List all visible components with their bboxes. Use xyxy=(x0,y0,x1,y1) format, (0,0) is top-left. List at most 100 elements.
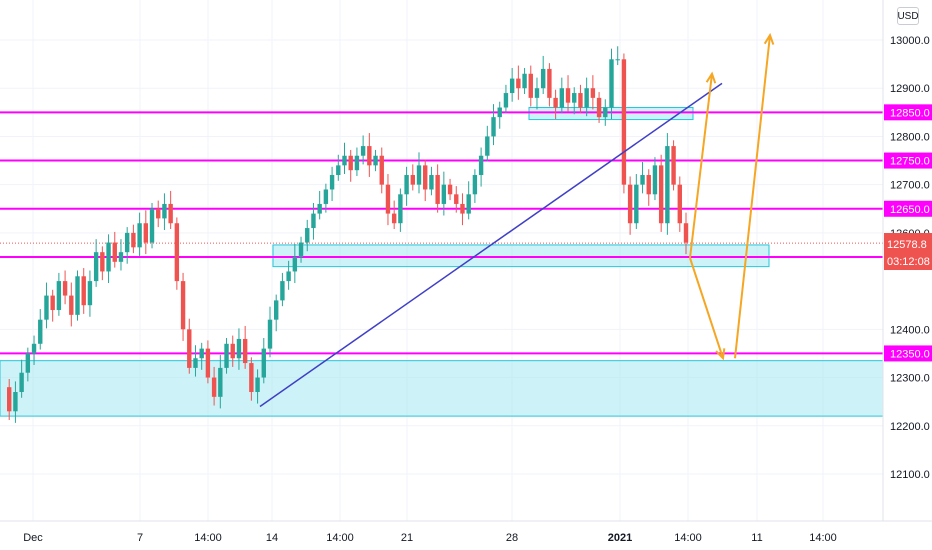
candle-body xyxy=(218,367,223,397)
arrow-head xyxy=(715,348,726,361)
time-tick: 7 xyxy=(137,532,143,544)
candle-body xyxy=(180,281,186,330)
candle-body xyxy=(559,88,565,108)
candle-body xyxy=(342,155,347,166)
projection-arrow xyxy=(734,35,771,359)
level-label: 12350.0 xyxy=(890,348,930,360)
candle-body xyxy=(503,93,509,108)
price-tick: 12400.0 xyxy=(890,324,930,336)
candle-body xyxy=(106,242,111,272)
candle-body xyxy=(305,228,310,243)
candle-body xyxy=(522,73,527,89)
candle-body xyxy=(143,223,149,243)
candle-body xyxy=(435,175,440,204)
candle-body xyxy=(441,184,447,204)
candle-body xyxy=(174,223,180,282)
candle-body xyxy=(348,155,353,171)
countdown-timer: 03:12:08 xyxy=(887,256,930,268)
candle-body xyxy=(652,165,658,195)
projection-arrow xyxy=(689,257,724,359)
price-tick: 12800.0 xyxy=(890,131,930,143)
candle-body xyxy=(677,184,682,224)
candle-body xyxy=(360,146,366,156)
candle-body xyxy=(491,117,496,137)
time-tick: 14:00 xyxy=(326,532,354,544)
candle-body xyxy=(236,338,242,359)
candle-body xyxy=(367,146,372,166)
time-tick: 2021 xyxy=(608,532,632,544)
candle-body xyxy=(671,146,676,185)
candle-body xyxy=(398,194,403,224)
candle-body xyxy=(75,276,80,315)
candle-body xyxy=(156,208,161,219)
candle-body xyxy=(168,203,173,224)
candle-body xyxy=(354,155,360,171)
candle-body xyxy=(87,281,93,306)
candle-body xyxy=(621,59,627,185)
time-tick: 14:00 xyxy=(674,532,702,544)
candle-body xyxy=(149,208,155,243)
time-tick: 11 xyxy=(751,532,762,544)
candle-body xyxy=(640,175,645,185)
price-tick: 12900.0 xyxy=(890,83,930,95)
level-lines xyxy=(0,111,883,355)
candle-body xyxy=(603,107,608,118)
level-label: 12650.0 xyxy=(890,204,930,216)
candle-body xyxy=(162,203,167,219)
candle-body xyxy=(193,358,198,368)
support-zone xyxy=(272,244,770,268)
candle-body xyxy=(292,256,298,272)
candle-body xyxy=(230,343,235,359)
time-axis[interactable]: Dec 7 14:00 14 14:00 21 28 2021 14:00 11 14:00 xyxy=(23,532,837,544)
level-label: 12750.0 xyxy=(890,156,930,168)
candle-body xyxy=(423,165,428,190)
candle-body xyxy=(634,184,639,224)
currency-button[interactable]: USD xyxy=(897,7,919,25)
candle-body xyxy=(286,271,291,282)
candle-body xyxy=(44,295,49,320)
candle-body xyxy=(454,194,459,204)
candle-body xyxy=(255,377,260,393)
candle-body xyxy=(112,242,117,262)
candle-body xyxy=(509,78,515,94)
candle-body xyxy=(565,88,571,103)
candle-body xyxy=(56,281,62,311)
current-price-value: 12578.8 xyxy=(887,239,927,251)
candle-body xyxy=(615,59,620,61)
candle-body xyxy=(429,175,434,190)
candle-body xyxy=(317,203,322,214)
candle-body xyxy=(553,97,558,108)
candle-body xyxy=(137,223,142,248)
candle-body xyxy=(478,155,484,176)
candle-body xyxy=(534,88,540,98)
support-zone xyxy=(0,360,884,417)
time-tick: 14:00 xyxy=(194,532,222,544)
candle-body xyxy=(584,88,589,108)
candle-body xyxy=(205,348,211,378)
candle-body xyxy=(447,184,453,195)
candle-body xyxy=(540,68,546,89)
candle-body xyxy=(261,348,266,378)
candle-body xyxy=(311,213,316,229)
current-price-label: 12578.8 03:12:08 xyxy=(884,233,932,270)
time-tick: 14:00 xyxy=(809,532,837,544)
time-tick: 14 xyxy=(266,532,278,544)
candle-body xyxy=(280,281,285,301)
candle-body xyxy=(578,93,583,108)
time-tick: Dec xyxy=(23,532,43,544)
zones xyxy=(0,107,884,417)
price-tick: 12300.0 xyxy=(890,373,930,385)
candle-body xyxy=(118,252,124,262)
level-label: 12850.0 xyxy=(890,107,930,119)
candle-body xyxy=(19,372,24,393)
candle-body xyxy=(329,175,335,190)
candle-body xyxy=(323,189,329,204)
candle-body xyxy=(516,78,521,89)
candles xyxy=(7,46,689,423)
candle-body xyxy=(665,146,670,224)
candle-body xyxy=(373,155,378,166)
candle-body xyxy=(249,363,254,393)
price-tick: 12200.0 xyxy=(890,421,930,433)
